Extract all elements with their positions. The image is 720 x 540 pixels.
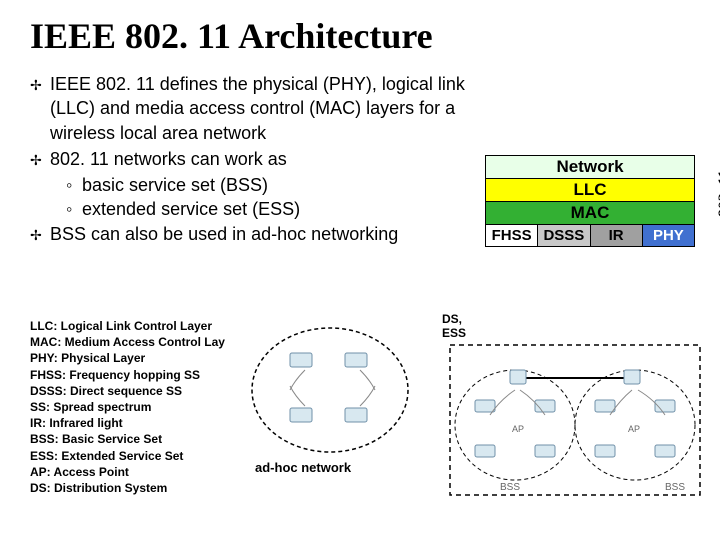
stack-ir: IR [591,225,643,246]
glossary-phy: PHY: Physical Layer [30,350,225,366]
svg-text:BSS: BSS [665,482,685,493]
bullet-list: ✢ IEEE 802. 11 defines the physical (PHY… [30,72,490,246]
glossary-bss: BSS: Basic Service Set [30,431,225,447]
glossary-dsss: DSSS: Direct sequence SS [30,383,225,399]
glossary-ss: SS: Spread spectrum [30,399,225,415]
bullet-mark: ✢ [30,222,50,246]
ess-diagram: AP AP BSS BSS [440,340,710,510]
glossary: LLC: Logical Link Control Layer MAC: Med… [30,318,225,496]
bullet-mark: ✢ [30,147,50,171]
bullet-3-text: BSS can also be used in ad-hoc networkin… [50,222,398,246]
stack-network: Network [485,155,695,178]
side-label-80211: 802. 11 [716,170,720,217]
sub-bullet-mark: ◦ [66,173,82,197]
glossary-ess: ESS: Extended Service Set [30,448,225,464]
sub-bullet-mark: ◦ [66,197,82,221]
bullet-2b: ◦ extended service set (ESS) [30,197,490,221]
stack-phy-row: FHSS DSSS IR PHY [485,224,695,247]
glossary-ds: DS: Distribution System [30,480,225,496]
glossary-ir: IR: Infrared light [30,415,225,431]
ds-ess-label: DS, ESS [442,312,466,340]
protocol-stack: Network LLC MAC FHSS DSSS IR PHY [485,155,695,247]
bullet-1-text: IEEE 802. 11 defines the physical (PHY),… [50,72,490,145]
adhoc-diagram [245,318,415,463]
bullet-2-text: 802. 11 networks can work as [50,147,287,171]
stack-fhss: FHSS [486,225,538,246]
svg-text:AP: AP [512,424,524,434]
stack-dsss: DSSS [538,225,590,246]
bullet-2: ✢ 802. 11 networks can work as [30,147,490,171]
bullet-3: ✢ BSS can also be used in ad-hoc network… [30,222,490,246]
bullet-2a: ◦ basic service set (BSS) [30,173,490,197]
bullet-1: ✢ IEEE 802. 11 defines the physical (PHY… [30,72,490,145]
glossary-mac: MAC: Medium Access Control Lay [30,334,225,350]
bullet-2a-text: basic service set (BSS) [82,173,268,197]
glossary-llc: LLC: Logical Link Control Layer [30,318,225,334]
glossary-ap: AP: Access Point [30,464,225,480]
svg-text:AP: AP [628,424,640,434]
bullet-mark: ✢ [30,72,50,145]
svg-text:BSS: BSS [500,482,520,493]
bullet-2b-text: extended service set (ESS) [82,197,300,221]
glossary-fhss: FHSS: Frequency hopping SS [30,367,225,383]
stack-mac: MAC [485,201,695,224]
stack-llc: LLC [485,178,695,201]
stack-phy: PHY [643,225,694,246]
slide-title: IEEE 802. 11 Architecture [30,15,690,57]
